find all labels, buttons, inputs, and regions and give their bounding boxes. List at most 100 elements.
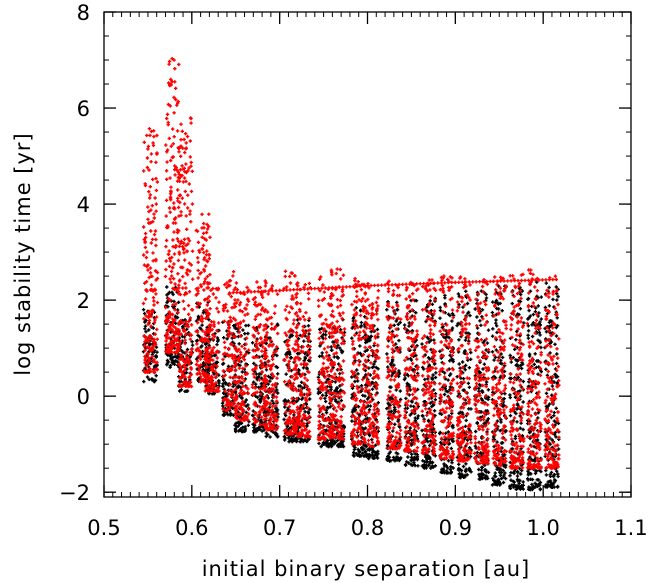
data-point [336,343,340,347]
data-point [479,323,483,327]
data-point [320,354,324,358]
data-point [388,403,392,407]
data-point [497,470,502,474]
data-point [175,315,180,320]
data-point [430,460,435,465]
data-point [350,419,354,423]
data-point [143,231,148,236]
data-point [412,456,417,460]
data-point [516,363,520,368]
data-point [480,308,485,312]
data-point [442,371,447,375]
data-point [518,394,523,398]
data-point [333,380,338,384]
data-point [554,361,559,366]
data-point [264,434,268,439]
data-point [514,338,518,342]
data-point [325,438,330,443]
data-point [307,332,311,336]
data-point [485,474,489,478]
data-point [444,389,448,393]
data-point [532,486,536,490]
data-point [508,393,512,397]
data-point [463,368,467,372]
data-point [368,373,372,377]
data-point [243,377,248,381]
data-point [393,422,397,426]
data-point [448,467,452,472]
data-point [477,386,481,390]
data-point [274,432,279,436]
data-point [283,398,287,402]
data-point [531,321,536,325]
data-point [406,383,410,387]
data-point [363,315,367,319]
data-point [508,474,512,478]
data-point [376,401,380,405]
data-point [152,232,157,237]
data-point [526,478,530,482]
data-point [330,348,334,352]
data-point [222,378,226,383]
data-point [393,459,397,463]
data-point [493,482,497,486]
data-point [498,467,502,471]
data-point [480,390,485,394]
data-point [409,404,413,408]
data-point [190,343,195,347]
data-point [298,440,303,444]
data-point [207,318,211,322]
data-point [457,338,461,342]
data-point [338,346,342,350]
data-point [509,376,513,381]
data-point [433,398,438,402]
data-point [553,342,557,346]
data-point [548,319,552,323]
data-point [534,365,539,369]
data-point [490,483,495,487]
data-point [221,384,225,388]
data-point [498,473,503,478]
data-point [409,462,413,467]
data-point [143,245,148,250]
data-point [484,380,489,384]
data-point [329,438,334,442]
data-point [145,250,149,254]
data-point [275,435,280,439]
data-point [539,317,543,321]
data-point [549,415,553,420]
data-point [493,376,498,380]
data-point [366,404,370,408]
data-point [284,372,288,376]
data-point [240,396,244,400]
data-point [289,437,294,441]
data-point [226,364,231,368]
data-point [512,485,516,489]
data-point [413,418,418,422]
data-point [498,301,502,306]
data-point [555,375,560,379]
data-point [551,297,555,302]
data-point [463,338,468,342]
data-point [548,351,552,355]
data-point [171,292,175,297]
data-point [429,309,433,313]
data-point [515,359,519,363]
data-point [200,323,204,327]
data-point [500,309,504,313]
data-point [526,336,531,340]
data-point [466,381,471,385]
data-point [433,464,438,468]
data-point [216,339,220,343]
data-point [282,435,286,439]
data-point [467,446,472,450]
data-point [190,340,194,344]
data-point [357,453,361,457]
data-point [494,318,498,322]
data-point [329,387,333,392]
data-point [548,474,553,479]
data-point [527,430,532,435]
data-point [185,347,190,352]
data-point [152,134,156,139]
data-point [477,477,481,481]
